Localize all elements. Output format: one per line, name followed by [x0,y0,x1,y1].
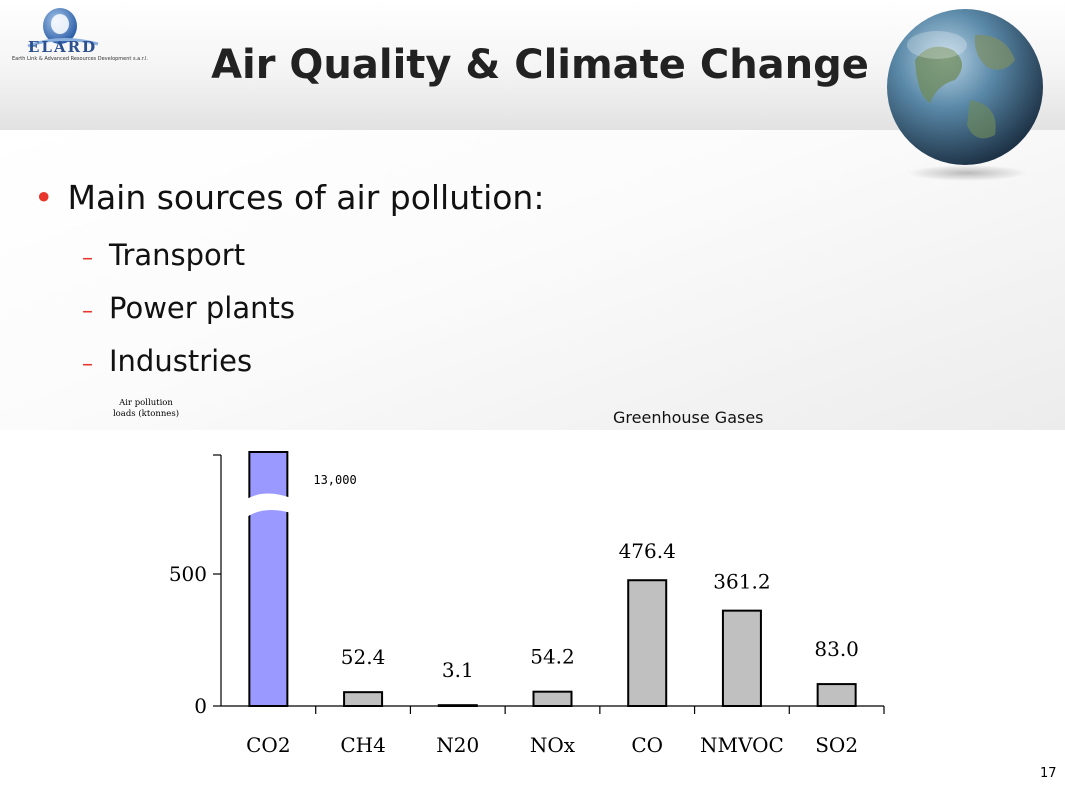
bullet-dot-icon: • [34,178,54,217]
bar-n20 [437,704,478,707]
bar-nox [532,690,573,708]
y-tick-label: 0 [194,694,207,718]
sub-bullet-industries: – Industries [82,344,253,378]
dash-icon: – [82,299,93,324]
value-label: 13,000 [313,473,356,487]
x-tick-label: CO2 [246,733,290,757]
value-label: 361.2 [713,570,770,594]
x-tick-label: N20 [436,733,479,757]
sub-bullet-power-plants: – Power plants [82,291,295,325]
x-tick-label: SO2 [815,733,858,757]
value-label: 54.2 [530,645,575,669]
dash-icon: – [82,352,93,377]
value-label: 83.0 [814,637,859,661]
globe-icon [887,9,1043,181]
logo-drop-icon [27,8,99,48]
elard-logo [20,4,170,74]
page-number: 17 [1040,766,1057,781]
bar-ch4 [343,691,384,707]
content-background [0,130,1065,430]
bar-co2 [248,451,289,707]
x-tick-label: NOx [530,733,576,757]
value-label: 3.1 [442,658,474,682]
main-bullet: • Main sources of air pollution: [34,178,544,217]
chart-title: Greenhouse Gases [613,408,764,427]
axis-break-mark [245,493,292,518]
x-tick-label: CO [631,733,663,757]
sub-bullet-transport: – Transport [82,238,246,272]
chart-y-axis-title: Air pollution loads (ktonnes) [112,398,180,419]
value-label: 52.4 [341,645,386,669]
value-label: 476.4 [619,539,676,563]
title-banner [0,0,1065,130]
slide-title: Air Quality & Climate Change [211,42,869,88]
bar-so2 [816,683,857,708]
x-tick-label: NMVOC [700,733,784,757]
y-tick-label: 500 [169,562,207,586]
main-bullet-text: Main sources of air pollution: [67,178,545,217]
x-tick-label: CH4 [340,733,385,757]
logo-subtitle: Earth Link & Advanced Resources Developm… [12,56,148,62]
bar-co [627,579,668,708]
chart-panel [110,430,900,730]
bar-nmvoc [721,609,762,707]
logo-name: ELARD [28,38,98,56]
dash-icon: – [82,246,93,271]
